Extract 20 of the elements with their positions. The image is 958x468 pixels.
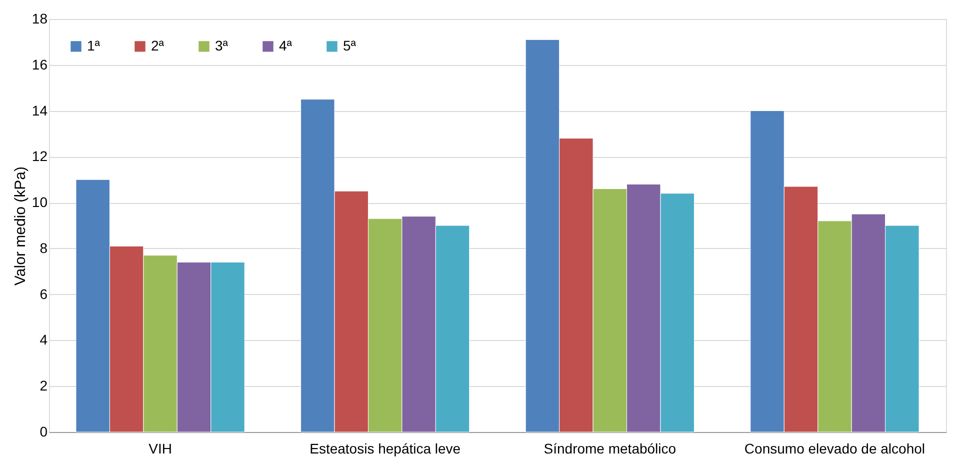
- y-tick-label: 10: [32, 194, 48, 210]
- x-tick-label: Esteatosis hepática leve: [310, 440, 461, 456]
- legend-label: 4ª: [279, 37, 293, 54]
- y-tick-label: 14: [32, 102, 48, 118]
- y-tick-label: 4: [40, 332, 48, 348]
- y-tick-label: 16: [32, 56, 48, 72]
- legend-label: 1ª: [87, 37, 101, 54]
- legend-label: 2ª: [151, 37, 165, 54]
- x-tick-label: Síndrome metabólico: [544, 440, 676, 456]
- x-tick-label: VIH: [148, 440, 172, 456]
- y-tick-label: 12: [32, 148, 48, 164]
- y-tick-label: 2: [40, 378, 48, 394]
- y-tick-label: 8: [40, 240, 48, 256]
- y-tick-label: 0: [40, 424, 48, 440]
- y-tick-label: 6: [40, 286, 48, 302]
- legend-label: 5ª: [343, 37, 357, 54]
- y-tick-label: 18: [32, 10, 48, 26]
- legend-label: 3ª: [215, 37, 229, 54]
- x-tick-label: Consumo elevado de alcohol: [744, 440, 926, 456]
- y-axis-title: Valor medio (kPa): [12, 166, 29, 286]
